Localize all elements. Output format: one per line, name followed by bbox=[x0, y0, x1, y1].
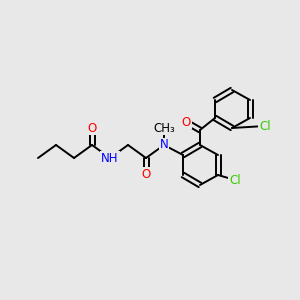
Text: NH: NH bbox=[101, 152, 119, 164]
Text: N: N bbox=[160, 139, 168, 152]
Text: Cl: Cl bbox=[229, 173, 241, 187]
Text: O: O bbox=[87, 122, 97, 134]
Text: O: O bbox=[182, 116, 190, 128]
Text: Cl: Cl bbox=[259, 119, 271, 133]
Text: CH₃: CH₃ bbox=[153, 122, 175, 134]
Text: O: O bbox=[141, 167, 151, 181]
